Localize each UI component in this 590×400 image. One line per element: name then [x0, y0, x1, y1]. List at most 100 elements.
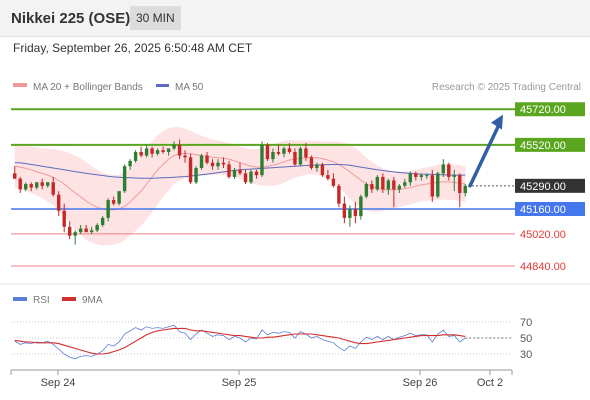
candle-body — [73, 232, 77, 236]
forecast-arrow-head — [491, 114, 503, 130]
candle-body — [249, 171, 253, 183]
x-tick-label: Sep 25 — [222, 377, 257, 389]
candle-body — [172, 144, 176, 149]
candle-body — [282, 148, 286, 154]
candle-body — [24, 184, 28, 190]
rsi-tick-label: 50 — [520, 333, 532, 345]
candle-body — [133, 151, 138, 161]
candle-body — [62, 210, 66, 227]
candle-body — [35, 182, 39, 188]
candle-body — [430, 175, 434, 197]
x-tick-label: Sep 24 — [41, 377, 76, 389]
candle-body — [238, 169, 242, 174]
legend-swatch-ma50 — [156, 84, 169, 87]
candle-body — [359, 196, 363, 217]
candle-body — [452, 175, 456, 177]
candle-body — [216, 162, 220, 167]
candle-body — [95, 225, 99, 231]
candle-body — [29, 184, 33, 188]
candle-body — [397, 185, 402, 190]
rsi-panel: 70 50 30 Sep 24 Sep 25 Sep 26 Oct 2 — [10, 317, 532, 389]
legend-swatch-rsi — [13, 297, 27, 301]
candle-body — [161, 150, 165, 152]
candle-body — [210, 162, 215, 167]
candle-body — [51, 182, 55, 195]
candle-body — [139, 151, 143, 156]
candle-body — [342, 203, 347, 218]
legend-label-rsi-ma: 9MA — [82, 295, 103, 306]
source-credit: Research © 2025 Trading Central — [432, 82, 581, 93]
candle-body — [227, 164, 231, 177]
candle-body — [326, 175, 330, 179]
candle-body — [243, 173, 248, 183]
candle-body — [337, 185, 341, 204]
candle-body — [13, 173, 17, 179]
candle-body — [89, 230, 94, 233]
x-tick-label: Sep 26 — [403, 377, 438, 389]
legend-label-ma50: MA 50 — [175, 82, 204, 93]
candle-body — [287, 148, 292, 152]
candle-body — [106, 200, 110, 218]
candle-body — [408, 173, 413, 183]
candle-body — [309, 157, 314, 169]
candle-body — [298, 148, 303, 165]
candle-body — [194, 168, 198, 183]
chart-datetime: Friday, September 26, 2025 6:50:48 AM CE… — [13, 41, 253, 55]
candle-body — [265, 144, 270, 160]
legend-label-bollinger: MA 20 + Bollinger Bands — [33, 82, 143, 93]
candle-body — [254, 171, 259, 176]
rsi-tick-label: 30 — [520, 349, 532, 361]
pivot-level-label: 45160.00 — [520, 204, 566, 216]
candle-body — [419, 175, 424, 177]
candle-body — [122, 166, 127, 192]
candle-body — [447, 164, 451, 177]
candle-body — [205, 155, 209, 163]
candle-body — [221, 162, 226, 165]
price-panel: 45720.00 45520.00 45290.00 45160.00 45020.00… — [0, 102, 590, 285]
candle-body — [320, 164, 325, 176]
rsi-line — [14, 324, 466, 360]
candle-body — [46, 182, 50, 186]
candle-body — [100, 217, 105, 226]
candle-body — [458, 175, 462, 193]
pivot-level-tag — [515, 201, 585, 216]
legend-swatch-bollinger — [13, 83, 27, 87]
resistance-level-tag — [515, 102, 585, 117]
candle-body — [183, 155, 187, 158]
candle-body — [166, 148, 171, 152]
candle-body — [315, 164, 319, 169]
candle-body — [381, 176, 385, 190]
x-tick-label: Oct 2 — [477, 377, 503, 389]
resistance-level-label: 45520.00 — [520, 140, 566, 152]
candle-body — [84, 228, 88, 233]
candle-body — [392, 180, 396, 190]
candle-body — [177, 144, 182, 156]
candle-body — [293, 151, 297, 165]
candle-body — [117, 191, 121, 204]
candle-body — [128, 160, 132, 167]
timeframe-button[interactable]: 30 MIN — [130, 6, 181, 30]
candle-body — [18, 178, 22, 190]
candle-body — [67, 226, 72, 236]
candle-body — [271, 151, 275, 160]
candle-body — [364, 184, 369, 197]
current-price-label: 45290.00 — [520, 181, 566, 193]
candle-body — [155, 150, 160, 154]
candle-body — [304, 148, 308, 158]
legend-label-rsi: RSI — [33, 295, 50, 306]
chart-header: Nikkei 225 (OSE) 30 MIN — [0, 0, 590, 37]
candle-body — [150, 148, 154, 154]
candle-body — [78, 228, 83, 233]
forecast-arrow-shaft — [468, 120, 502, 188]
instrument-title: Nikkei 225 (OSE) — [11, 10, 131, 27]
candle-body — [144, 148, 149, 156]
chart-legend: MA 20 + Bollinger Bands MA 50 Research ©… — [13, 82, 581, 306]
candle-body — [441, 164, 445, 174]
candle-body — [414, 173, 418, 177]
candle-body — [436, 173, 440, 197]
candle-body — [403, 182, 407, 186]
current-price-tag — [515, 178, 585, 193]
candle-body — [40, 182, 44, 186]
resistance-level-label: 45720.00 — [520, 104, 566, 116]
